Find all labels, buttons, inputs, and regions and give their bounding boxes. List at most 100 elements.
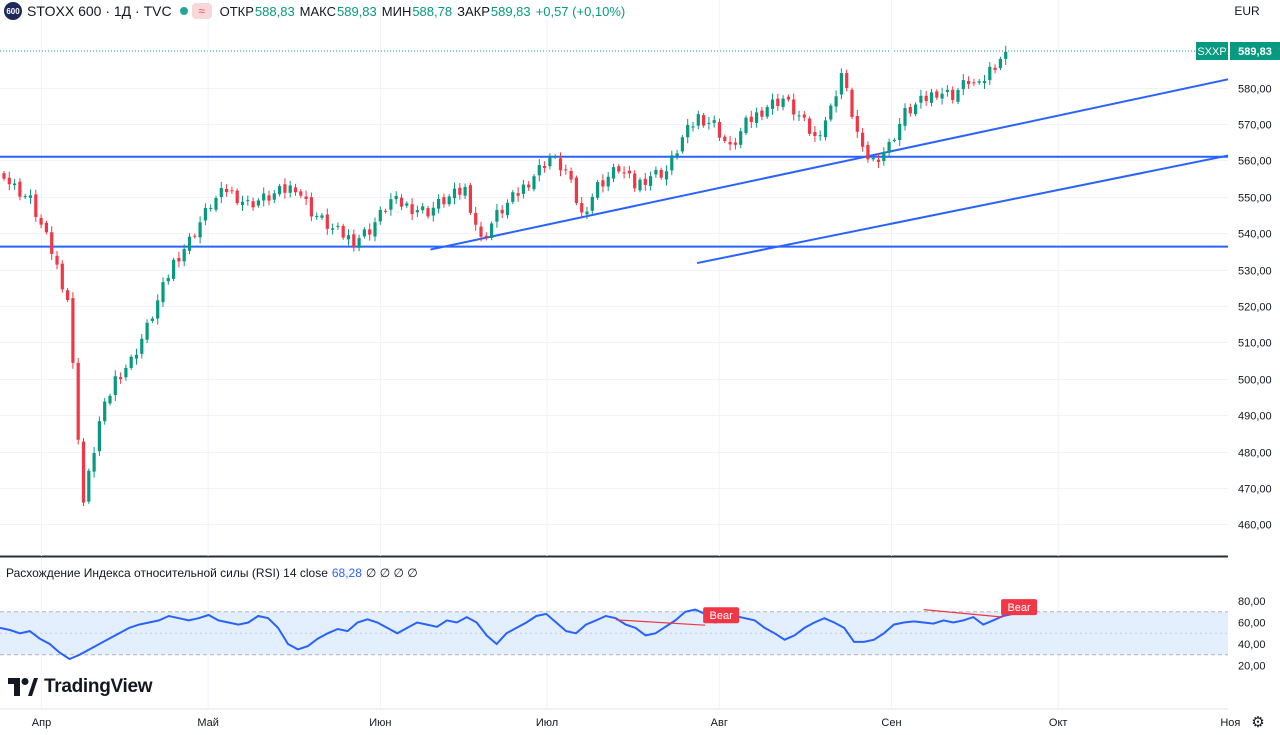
- candle-body: [855, 115, 859, 132]
- candle-body: [320, 215, 324, 218]
- candle-body: [813, 132, 817, 137]
- candle-body: [272, 193, 276, 200]
- time-tick-label: Июн: [369, 717, 391, 729]
- candle-body: [797, 115, 801, 117]
- candle-body: [209, 207, 213, 209]
- candle-body: [484, 235, 488, 238]
- candle-body: [495, 209, 499, 222]
- logo-text: TradingView: [44, 676, 153, 697]
- bear-divergence-line: [615, 619, 706, 626]
- candle-body: [850, 89, 854, 117]
- candle-body: [389, 199, 393, 210]
- rsi-placeholders: ∅ ∅ ∅ ∅: [365, 566, 418, 580]
- bear-label-box: [1001, 599, 1038, 616]
- candle-body: [521, 184, 525, 194]
- candle-body: [262, 193, 266, 201]
- rsi-tick-label: 60,00: [1238, 618, 1266, 630]
- candle-body: [659, 169, 663, 178]
- candle-body: [935, 91, 939, 98]
- rsi-tick-label: 20,00: [1238, 661, 1266, 673]
- candle-body: [378, 209, 382, 222]
- candle-body: [39, 217, 43, 225]
- candle-body: [66, 290, 70, 300]
- candle-body: [977, 81, 981, 83]
- time-tick-label: Ноя: [1220, 717, 1240, 729]
- candle-body: [177, 257, 181, 262]
- market-status-icon: [179, 7, 188, 15]
- candle-body: [463, 186, 467, 196]
- candle-body: [845, 73, 849, 88]
- candle-body: [892, 140, 896, 142]
- candle-body: [336, 225, 340, 227]
- open-value: 588,83: [254, 3, 295, 19]
- low-label: МИН: [381, 3, 412, 19]
- candle-body: [945, 89, 949, 92]
- candle-body: [924, 95, 928, 102]
- candle-body: [808, 118, 812, 134]
- candle-body: [437, 198, 441, 209]
- price-tick-label: 580,00: [1238, 84, 1272, 96]
- candle-body: [1004, 51, 1008, 59]
- time-tick-label: Апр: [32, 717, 51, 729]
- candle-body: [834, 96, 838, 107]
- candle-body: [23, 196, 27, 198]
- candle-body: [580, 202, 584, 213]
- candle-body: [553, 156, 557, 158]
- candle-body: [304, 196, 308, 200]
- candle-body: [28, 195, 33, 198]
- candle-body: [468, 185, 472, 213]
- candle-body: [352, 234, 356, 247]
- candle-body: [749, 116, 753, 122]
- time-tick-label: Окт: [1049, 717, 1068, 729]
- price-axis-background: [1228, 0, 1280, 735]
- candle-body: [516, 193, 520, 196]
- price-tick-label: 520,00: [1238, 302, 1272, 314]
- rsi-pane: Bear Bear: [0, 599, 1228, 661]
- candle-body: [511, 192, 515, 202]
- candle-body: [654, 169, 658, 175]
- candle-body: [617, 166, 621, 172]
- candle-body: [452, 188, 457, 199]
- candle-body: [331, 228, 335, 230]
- candle-body: [680, 137, 684, 152]
- grid: [0, 0, 1280, 710]
- bear-label-text: Bear: [1007, 602, 1031, 614]
- candle-body: [574, 177, 578, 203]
- symbol-title[interactable]: STOXX 600 · 1Д · TVC: [27, 3, 172, 19]
- candle-body: [346, 235, 351, 240]
- candle-body: [861, 132, 865, 147]
- candle-body: [919, 95, 923, 103]
- candle-body: [744, 117, 748, 134]
- wave-icon[interactable]: ≈: [191, 3, 212, 19]
- candle-body: [431, 207, 435, 216]
- candle-body: [638, 179, 642, 191]
- candle-body: [702, 115, 706, 126]
- settings-gear-icon[interactable]: ⚙: [1251, 714, 1265, 731]
- candle-body: [982, 81, 987, 84]
- candle-body: [903, 107, 907, 126]
- candle-body: [818, 135, 822, 137]
- candle-body: [97, 421, 101, 452]
- candle-body: [442, 197, 446, 205]
- candle-body: [776, 98, 780, 107]
- candle-body: [606, 176, 610, 187]
- candle-body: [113, 376, 117, 395]
- candle-series: [2, 45, 1008, 507]
- candle-body: [823, 120, 828, 138]
- time-tick-label: Сен: [881, 717, 901, 729]
- candle-body: [267, 195, 271, 201]
- tradingview-logo[interactable]: TradingView: [8, 676, 153, 698]
- candle-body: [203, 208, 207, 221]
- candle-body: [246, 200, 250, 202]
- price-tick-label: 470,00: [1238, 484, 1272, 496]
- currency-button[interactable]: EUR: [1234, 4, 1260, 18]
- rsi-legend[interactable]: Расхождение Индекса относительной силы (…: [6, 566, 418, 580]
- candle-body: [691, 126, 695, 128]
- candle-body: [908, 107, 912, 114]
- candle-body: [458, 187, 462, 195]
- candle-body: [622, 172, 626, 174]
- price-tick-label: 480,00: [1238, 448, 1272, 460]
- candle-body: [967, 80, 971, 85]
- candle-body: [866, 144, 870, 160]
